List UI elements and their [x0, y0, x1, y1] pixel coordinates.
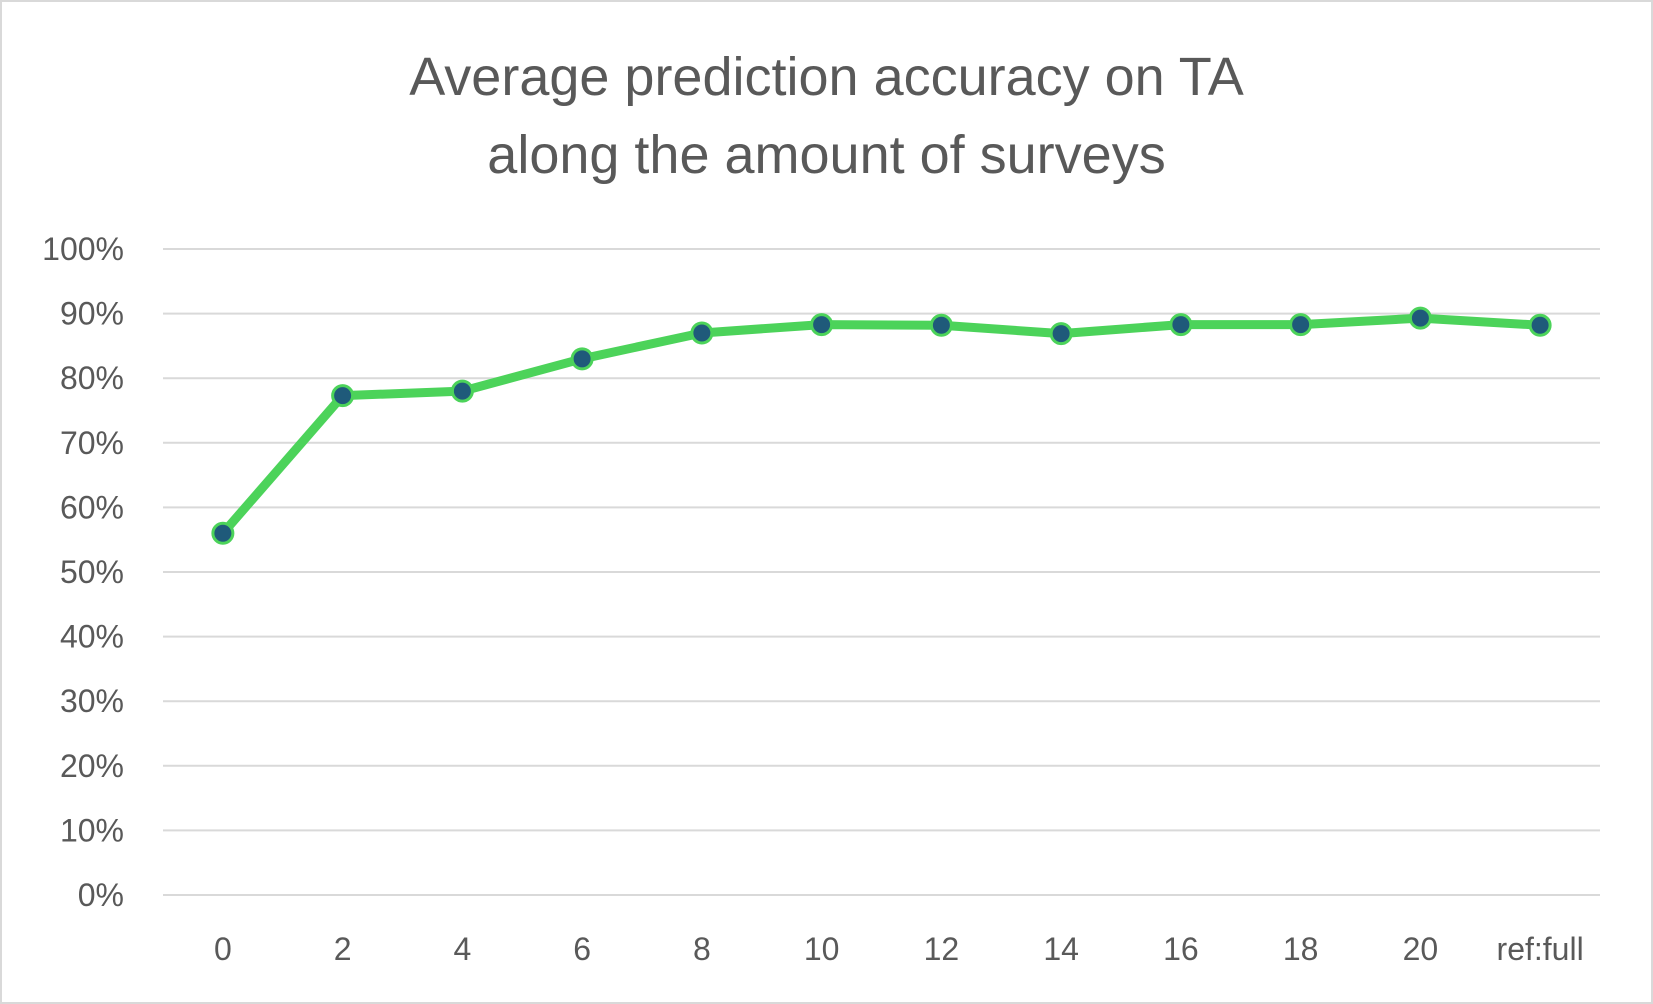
x-tick-label: 12	[924, 931, 960, 967]
x-tick-label: 0	[214, 931, 232, 967]
chart-title-line-1: Average prediction accuracy on TA	[409, 47, 1244, 107]
x-tick-label: ref:full	[1497, 931, 1584, 967]
y-tick-label: 60%	[60, 489, 124, 525]
y-tick-label: 90%	[60, 296, 124, 332]
x-tick-label: 18	[1283, 931, 1319, 967]
x-tick-label: 16	[1163, 931, 1199, 967]
data-point	[1289, 313, 1313, 337]
data-point	[690, 321, 714, 345]
data-point	[929, 313, 953, 337]
data-point	[1049, 322, 1073, 346]
y-tick-label: 10%	[60, 812, 124, 848]
chart-title: Average prediction accuracy on TA along …	[2, 38, 1651, 194]
x-tick-label: 14	[1043, 931, 1079, 967]
series-layer	[211, 306, 1552, 545]
data-point	[1408, 306, 1432, 330]
gridlines	[163, 248, 1600, 896]
y-tick-label: 40%	[60, 619, 124, 655]
y-tick-label: 30%	[60, 683, 124, 719]
data-point	[570, 347, 594, 371]
y-tick-label: 20%	[60, 748, 124, 784]
chart-title-line-2: along the amount of surveys	[487, 125, 1166, 185]
x-tick-label: 2	[334, 931, 352, 967]
x-tick-label: 4	[453, 931, 471, 967]
y-tick-label: 70%	[60, 425, 124, 461]
y-tick-label: 100%	[42, 231, 124, 267]
data-point	[450, 379, 474, 403]
x-axis-tick-labels: 0 2 4 6 8 10 12 14 16 18 20 ref:full	[214, 931, 1584, 967]
x-tick-label: 6	[573, 931, 591, 967]
x-tick-label: 10	[804, 931, 840, 967]
x-tick-label: 8	[693, 931, 711, 967]
data-point	[810, 313, 834, 337]
y-tick-label: 50%	[60, 554, 124, 590]
y-tick-label: 0%	[78, 877, 124, 913]
series-line	[218, 313, 1545, 538]
data-point	[331, 384, 355, 408]
y-tick-label: 80%	[60, 360, 124, 396]
y-axis-tick-labels: 0% 10% 20% 30% 40% 50% 60% 70% 80% 90% 100%	[42, 231, 124, 913]
data-point	[1528, 313, 1552, 337]
data-point	[1169, 313, 1193, 337]
x-tick-label: 20	[1403, 931, 1439, 967]
data-point	[211, 521, 235, 545]
